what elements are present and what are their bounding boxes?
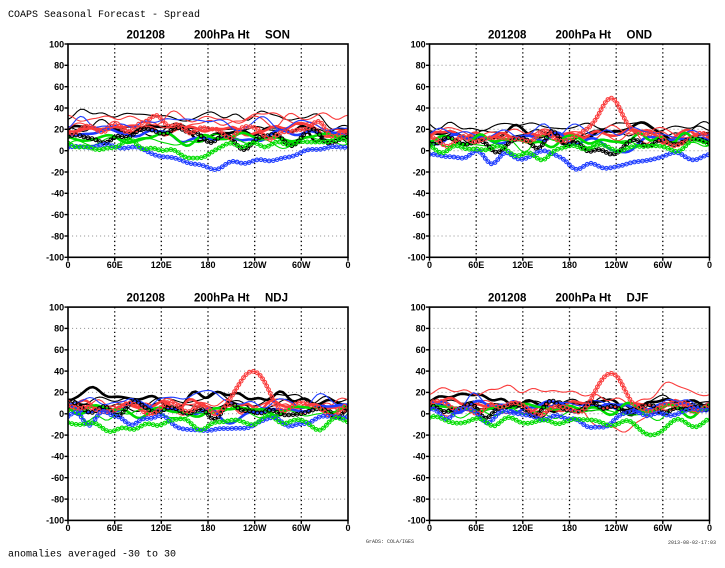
svg-text:60W: 60W — [654, 523, 673, 533]
svg-text:0: 0 — [707, 260, 712, 270]
svg-text:180: 180 — [200, 523, 215, 533]
svg-text:-60: -60 — [51, 473, 64, 483]
svg-text:0: 0 — [421, 146, 426, 156]
svg-text:200hPa Ht: 200hPa Ht — [556, 293, 612, 305]
svg-text:120W: 120W — [243, 260, 267, 270]
svg-text:-80: -80 — [413, 231, 426, 241]
svg-text:-20: -20 — [413, 430, 426, 440]
svg-text:0: 0 — [421, 409, 426, 419]
svg-text:20: 20 — [416, 388, 426, 398]
svg-text:0: 0 — [345, 523, 350, 533]
svg-text:-20: -20 — [413, 167, 426, 177]
svg-text:200hPa Ht: 200hPa Ht — [194, 30, 250, 42]
svg-text:120W: 120W — [243, 523, 267, 533]
svg-text:-100: -100 — [46, 516, 64, 526]
svg-text:NDJ: NDJ — [265, 293, 288, 305]
svg-text:100: 100 — [49, 302, 64, 312]
svg-text:-80: -80 — [51, 231, 64, 241]
svg-text:20: 20 — [54, 388, 64, 398]
svg-text:0: 0 — [65, 260, 70, 270]
svg-text:-80: -80 — [51, 494, 64, 504]
svg-text:100: 100 — [411, 39, 426, 49]
svg-text:60: 60 — [54, 345, 64, 355]
svg-text:-20: -20 — [51, 167, 64, 177]
svg-text:0: 0 — [707, 523, 712, 533]
svg-text:-60: -60 — [51, 210, 64, 220]
svg-text:OND: OND — [627, 30, 653, 42]
svg-text:2013-08-02-17:03: 2013-08-02-17:03 — [668, 540, 716, 546]
svg-text:40: 40 — [416, 103, 426, 113]
svg-text:20: 20 — [54, 125, 64, 135]
svg-text:-60: -60 — [413, 210, 426, 220]
svg-text:-40: -40 — [51, 189, 64, 199]
svg-text:201208: 201208 — [127, 293, 166, 305]
svg-text:-80: -80 — [413, 494, 426, 504]
svg-text:-40: -40 — [51, 452, 64, 462]
svg-text:60E: 60E — [107, 260, 123, 270]
svg-text:40: 40 — [416, 366, 426, 376]
svg-text:60W: 60W — [292, 260, 311, 270]
svg-text:anomalies averaged -30 to 30: anomalies averaged -30 to 30 — [8, 549, 176, 561]
svg-text:60: 60 — [416, 345, 426, 355]
svg-text:-20: -20 — [51, 430, 64, 440]
svg-text:80: 80 — [54, 324, 64, 334]
svg-text:-100: -100 — [408, 516, 426, 526]
svg-text:40: 40 — [54, 103, 64, 113]
svg-text:120W: 120W — [604, 260, 628, 270]
svg-text:80: 80 — [54, 61, 64, 71]
svg-text:80: 80 — [416, 61, 426, 71]
svg-text:100: 100 — [49, 39, 64, 49]
svg-text:80: 80 — [416, 324, 426, 334]
svg-text:-100: -100 — [408, 253, 426, 263]
svg-text:-100: -100 — [46, 253, 64, 263]
svg-text:201208: 201208 — [127, 30, 166, 42]
svg-text:120E: 120E — [151, 260, 172, 270]
svg-text:60E: 60E — [107, 523, 123, 533]
svg-text:180: 180 — [562, 523, 577, 533]
svg-text:60W: 60W — [292, 523, 311, 533]
svg-text:0: 0 — [427, 260, 432, 270]
svg-text:0: 0 — [65, 523, 70, 533]
svg-text:0: 0 — [345, 260, 350, 270]
svg-text:60W: 60W — [654, 260, 673, 270]
svg-text:60E: 60E — [468, 260, 484, 270]
svg-text:SON: SON — [265, 30, 290, 42]
svg-text:20: 20 — [416, 125, 426, 135]
svg-text:120E: 120E — [512, 523, 533, 533]
svg-text:COAPS Seasonal Forecast - Spre: COAPS Seasonal Forecast - Spread — [8, 9, 200, 21]
svg-text:0: 0 — [59, 146, 64, 156]
svg-text:200hPa Ht: 200hPa Ht — [194, 293, 250, 305]
svg-text:100: 100 — [411, 302, 426, 312]
svg-text:GrADS: COLA/IGES: GrADS: COLA/IGES — [366, 539, 414, 545]
svg-text:120W: 120W — [604, 523, 628, 533]
svg-text:180: 180 — [200, 260, 215, 270]
svg-text:201208: 201208 — [488, 293, 527, 305]
svg-text:60: 60 — [416, 82, 426, 92]
svg-text:-40: -40 — [413, 189, 426, 199]
svg-text:200hPa Ht: 200hPa Ht — [556, 30, 612, 42]
svg-text:201208: 201208 — [488, 30, 527, 42]
svg-text:DJF: DJF — [627, 293, 649, 305]
svg-text:120E: 120E — [151, 523, 172, 533]
svg-text:0: 0 — [427, 523, 432, 533]
svg-text:180: 180 — [562, 260, 577, 270]
svg-text:120E: 120E — [512, 260, 533, 270]
svg-text:-60: -60 — [413, 473, 426, 483]
svg-text:0: 0 — [59, 409, 64, 419]
svg-text:-40: -40 — [413, 452, 426, 462]
svg-text:60E: 60E — [468, 523, 484, 533]
svg-text:40: 40 — [54, 366, 64, 376]
svg-text:60: 60 — [54, 82, 64, 92]
